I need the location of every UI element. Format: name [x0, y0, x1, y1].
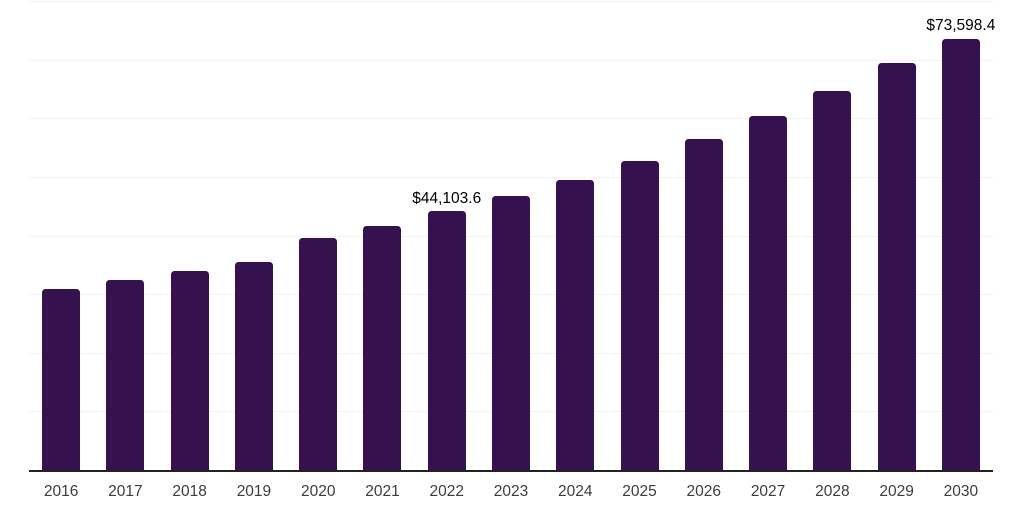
bar-2021	[363, 225, 402, 470]
bar-2019	[234, 262, 273, 470]
x-tick-label-2021: 2021	[365, 483, 400, 500]
x-tick-label-2016: 2016	[43, 483, 79, 500]
bar-column-2026	[672, 1, 736, 470]
bar-2026	[684, 139, 723, 470]
x-tick-label-2027: 2027	[750, 483, 786, 500]
bar-column-2030: $73,598.4	[926, 1, 996, 470]
x-tick-label-2022: 2022	[429, 483, 464, 500]
gridline-60000	[29, 118, 993, 120]
bar-series: $44,103.6 $73,598.4	[29, 1, 996, 470]
x-tick-label-2024: 2024	[558, 483, 593, 500]
bar-2024	[556, 179, 595, 470]
gridline-70000	[29, 59, 993, 61]
bar-2023	[491, 196, 530, 470]
bar-column-2021	[350, 1, 414, 470]
x-tick-label-2028: 2028	[815, 483, 850, 500]
bar-column-2027	[736, 1, 800, 470]
bar-column-2016	[29, 1, 93, 470]
bar-2030	[941, 38, 980, 470]
x-tick-label-2030: 2030	[943, 483, 979, 500]
data-label-2022: $44,103.6	[412, 189, 482, 207]
x-tick-label-2025: 2025	[622, 483, 657, 500]
bar-column-2025	[607, 1, 671, 470]
x-tick-label-2029: 2029	[879, 483, 914, 500]
gridline-80000	[29, 1, 993, 2]
x-axis-tick-labels: 2016 2017 2018 2019 2020 2021 2022 2023 2024 2025…	[29, 483, 993, 501]
bar-2028	[813, 91, 852, 470]
x-tick-label-2023: 2023	[493, 483, 529, 500]
bar-2020	[299, 238, 338, 470]
bar-column-2029	[864, 1, 928, 470]
gridline-50000	[29, 176, 993, 178]
bar-column-2022: $44,103.6	[412, 1, 482, 470]
x-tick-label-2018: 2018	[172, 483, 207, 500]
x-tick-label-2019: 2019	[236, 483, 272, 500]
bar-2022	[427, 211, 466, 470]
bar-2029	[877, 62, 916, 470]
data-label-2030: $73,598.4	[926, 16, 996, 34]
bar-column-2028	[800, 1, 864, 470]
x-axis-line	[29, 469, 993, 472]
bar-column-2024	[543, 1, 607, 470]
bar-column-2017	[93, 1, 157, 470]
bar-column-2020	[286, 1, 350, 470]
plot-area: $44,103.6 $73,598.4	[29, 1, 996, 472]
bar-2027	[749, 116, 788, 470]
bar-column-2019	[222, 1, 286, 470]
x-tick-label-2017: 2017	[108, 483, 143, 500]
bar-column-2018	[158, 1, 222, 470]
x-tick-label-2020: 2020	[300, 483, 336, 500]
bar-2025	[620, 160, 659, 470]
x-tick-label-2026: 2026	[686, 483, 722, 500]
bar-column-2023	[479, 1, 543, 470]
bar-2017	[106, 279, 145, 470]
bar-2018	[170, 271, 209, 470]
bar-2016	[42, 289, 81, 470]
